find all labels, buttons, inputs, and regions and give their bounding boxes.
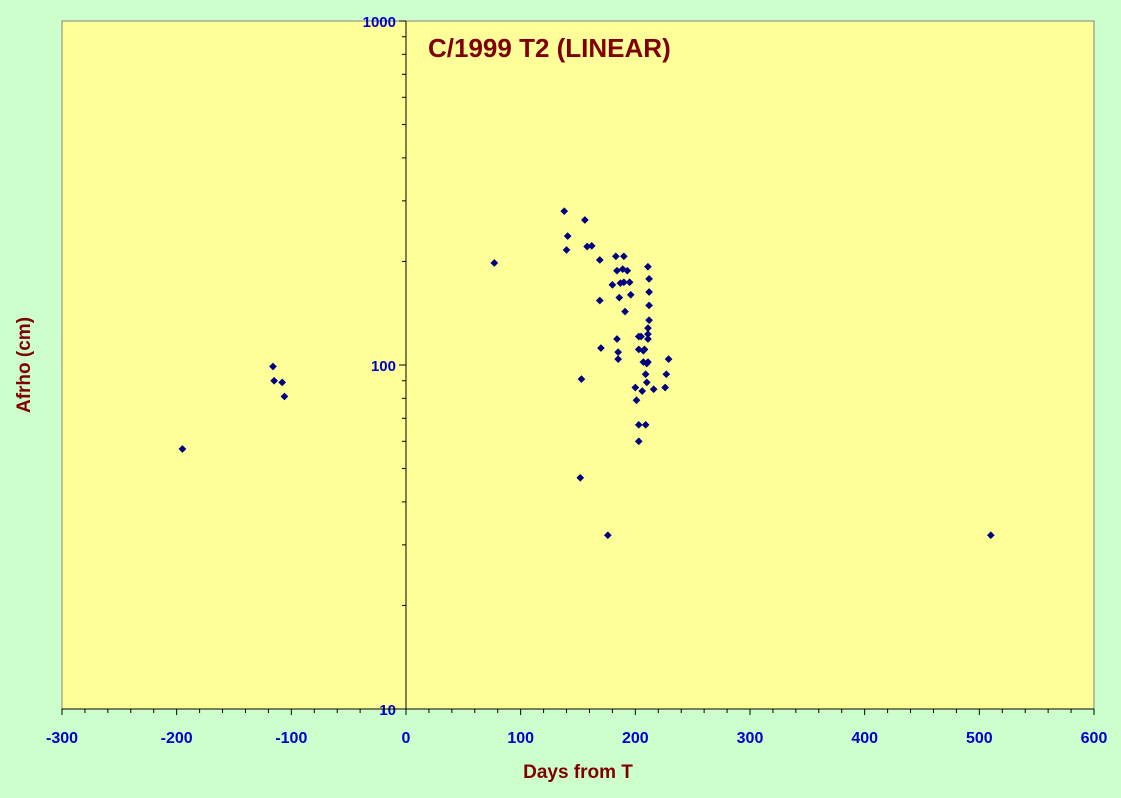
data-point: [280, 392, 289, 401]
data-point: [643, 324, 652, 333]
x-tick-label: 200: [622, 730, 649, 747]
x-tick-label: 0: [402, 730, 411, 747]
data-point: [614, 355, 623, 364]
data-point: [596, 344, 605, 353]
minor-ticks: [61, 20, 1095, 715]
data-point: [631, 383, 640, 392]
data-point: [611, 252, 620, 261]
data-points: [178, 207, 995, 540]
y-tick-label: 10: [379, 702, 396, 719]
data-point: [649, 385, 658, 394]
data-point: [661, 383, 670, 392]
data-point: [621, 307, 629, 316]
x-tick-label: -300: [46, 730, 78, 747]
data-point: [643, 358, 652, 366]
data-point: [645, 316, 654, 325]
data-point: [645, 301, 654, 310]
chart-title: C/1999 T2 (LINEAR): [428, 33, 671, 63]
data-point: [278, 378, 287, 387]
x-tick-label: 100: [507, 730, 534, 747]
y-tick-label: 1000: [363, 14, 396, 31]
y-axis-label: Afrho (cm): [14, 317, 35, 413]
data-point: [634, 420, 643, 429]
data-point: [577, 375, 586, 384]
data-point: [563, 232, 572, 241]
x-tick-label: 500: [966, 730, 993, 747]
data-point: [645, 288, 654, 296]
data-point: [641, 370, 650, 379]
x-tick-label: -200: [161, 730, 193, 747]
plot-area: [61, 20, 1095, 710]
data-point: [595, 296, 604, 305]
data-point: [608, 280, 617, 289]
data-point: [643, 330, 652, 339]
data-point: [642, 378, 651, 387]
data-point: [587, 241, 596, 250]
data-point: [178, 445, 187, 453]
data-point: [614, 348, 623, 357]
data-point: [662, 370, 671, 379]
data-point: [637, 332, 646, 341]
data-point: [626, 290, 635, 299]
data-point: [625, 278, 634, 287]
data-point: [595, 256, 604, 264]
data-point: [576, 473, 585, 482]
data-point: [562, 245, 571, 254]
data-point: [270, 376, 279, 385]
data-point: [641, 420, 650, 429]
data-point: [490, 258, 499, 267]
data-point: [645, 274, 654, 283]
data-point: [560, 207, 569, 216]
data-point: [623, 266, 632, 275]
x-axis-label: Days from T: [523, 762, 633, 783]
data-point: [618, 265, 627, 274]
data-point: [634, 345, 643, 354]
data-point: [986, 531, 995, 540]
data-point: [613, 335, 621, 343]
data-point: [615, 293, 624, 302]
data-point: [638, 387, 647, 396]
x-axis: -300 -200 -100 0 100 200 300 400 500 600: [46, 708, 1108, 747]
y-tick-label: 100: [371, 358, 396, 375]
data-point: [580, 216, 589, 224]
x-tick-label: 400: [851, 730, 878, 747]
data-point: [634, 437, 643, 446]
data-point: [643, 262, 652, 271]
data-point: [640, 345, 649, 354]
x-tick-label: 600: [1081, 730, 1108, 747]
data-point: [643, 335, 652, 343]
x-tick-label: 300: [737, 730, 764, 747]
data-point: [632, 396, 641, 405]
x-tick-label: -100: [275, 730, 307, 747]
y-axis: 10 100 1000: [363, 14, 407, 719]
data-point: [619, 278, 628, 287]
data-point: [619, 252, 628, 261]
data-point: [603, 531, 612, 540]
data-point: [269, 362, 277, 371]
data-point: [664, 355, 673, 364]
